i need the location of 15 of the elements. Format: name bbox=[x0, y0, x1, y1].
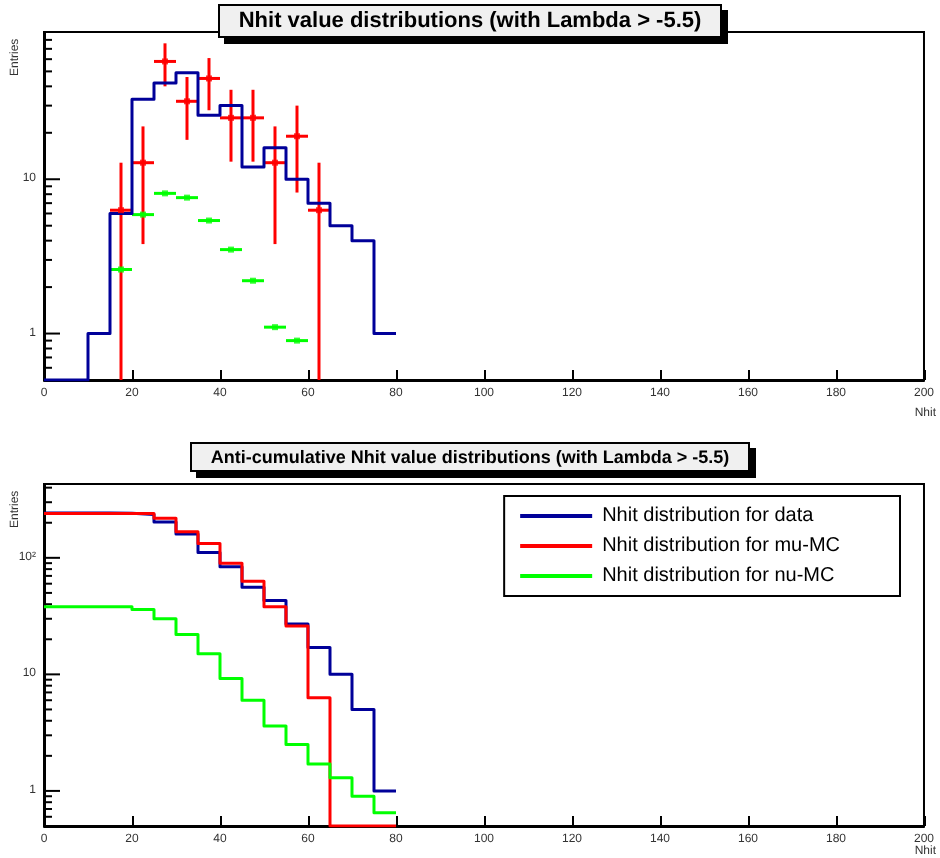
legend-label: Nhit distribution for data bbox=[602, 505, 815, 527]
point bbox=[206, 75, 212, 82]
point bbox=[316, 207, 322, 214]
chart-title: Anti-cumulative Nhit value distributions (with Lambda > -5.5) bbox=[210, 447, 730, 467]
legend-label: Nhit distribution for mu-MC bbox=[602, 535, 840, 557]
legend-label: Nhit distribution for nu-MC bbox=[602, 565, 835, 587]
point bbox=[228, 114, 234, 121]
point bbox=[184, 98, 190, 105]
point bbox=[272, 159, 278, 166]
point bbox=[294, 133, 300, 140]
point bbox=[118, 207, 124, 214]
point bbox=[250, 114, 256, 121]
point bbox=[140, 159, 146, 166]
chart-title: Nhit value distributions (with Lambda > -5.5) bbox=[238, 9, 702, 33]
point bbox=[162, 58, 168, 65]
